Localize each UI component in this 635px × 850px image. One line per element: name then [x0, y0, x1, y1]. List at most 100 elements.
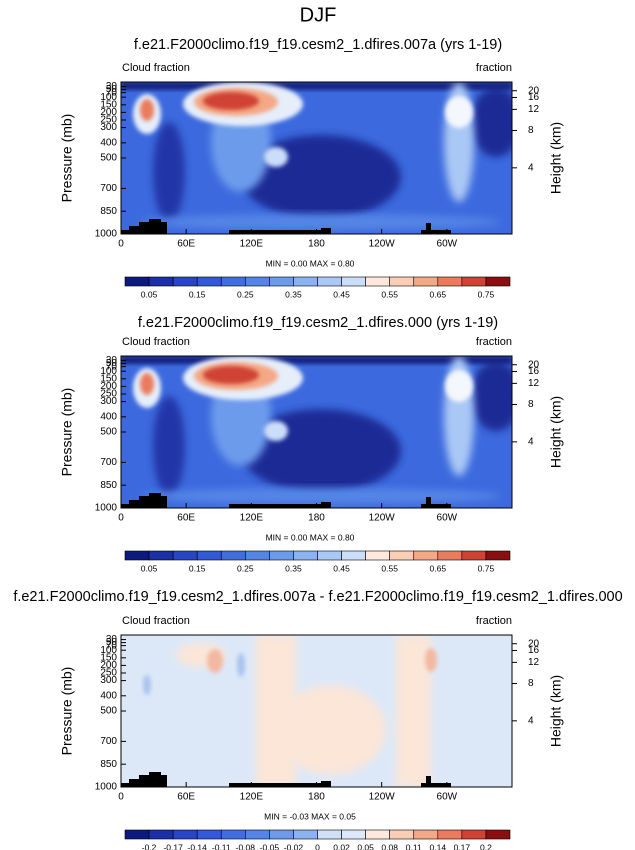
colorbar-box: [341, 829, 366, 840]
colorbar-box: [269, 276, 294, 287]
contour-region: [141, 214, 501, 230]
colorbar-box: [389, 829, 415, 840]
colorbar-box: [413, 276, 439, 287]
y2-tick-label: 4: [528, 436, 534, 447]
y-tick-label: 150: [100, 99, 117, 110]
colorbar-label: 0.45: [333, 563, 350, 573]
y-tick-label: 700: [100, 736, 117, 747]
x-tick-label: 120W: [369, 792, 396, 803]
y-tick-label: 500: [100, 427, 117, 438]
colorbar-label: 0.65: [430, 289, 447, 299]
right-label: fraction: [476, 615, 512, 627]
colorbar-box: [245, 276, 270, 287]
colorbar-box: [124, 829, 150, 840]
left-label: Cloud fraction: [122, 336, 190, 348]
x-tick-label: 0: [118, 513, 124, 524]
left-label: Cloud fraction: [122, 615, 190, 627]
colorbar-label: 0.17: [454, 842, 471, 850]
colorbar-box: [461, 276, 487, 287]
contour-region: [141, 488, 501, 504]
colorbar-box: [317, 550, 342, 561]
right-label: fraction: [476, 336, 512, 348]
colorbar-box: [148, 276, 174, 287]
y-tick-label: 850: [100, 759, 117, 770]
contour-region: [153, 396, 185, 496]
colorbar-box: [413, 829, 439, 840]
y-tick-label: 300: [100, 675, 117, 686]
min-max: MIN = -0.03 MAX = 0.05: [264, 811, 356, 821]
colorbar-box: [437, 550, 463, 561]
colorbar-label: 0.2: [480, 842, 492, 850]
y-tick-label: 1000: [95, 229, 118, 240]
colorbar-label: 0.11: [406, 842, 422, 850]
y-axis-label: Pressure (mb): [59, 388, 75, 477]
colorbar-box: [124, 550, 150, 561]
colorbar-box: [124, 276, 150, 287]
colorbar-label: -0.02: [284, 842, 304, 850]
colorbar-box: [485, 276, 511, 287]
x-tick-label: 60W: [437, 513, 458, 524]
colorbar-label: 0.35: [285, 289, 302, 299]
y-tick-label: 500: [100, 153, 117, 164]
colorbar-box: [461, 550, 487, 561]
y-tick-label: 50: [106, 84, 118, 95]
contour-shapes: [121, 82, 512, 234]
x-tick-label: 60W: [437, 239, 458, 250]
x-tick-label: 180: [308, 513, 325, 524]
x-tick-label: 120W: [369, 513, 396, 524]
colorbar-box: [245, 550, 270, 561]
colorbar-label: -0.14: [188, 842, 208, 850]
colorbar-label: 0: [315, 842, 320, 850]
contour-region: [471, 87, 512, 157]
contour-shapes: [121, 635, 512, 787]
colorbar-label: 0.35: [285, 563, 302, 573]
y-tick-label: 200: [100, 107, 117, 118]
x-tick-label: 120E: [240, 513, 264, 524]
contour-region: [140, 373, 154, 395]
colorbar-box: [148, 829, 174, 840]
y-axis-label: Pressure (mb): [59, 114, 75, 203]
x-tick-label: 60E: [177, 792, 195, 803]
contour-region: [203, 366, 259, 384]
x-tick-label: 180: [308, 239, 325, 250]
contour-region: [153, 122, 185, 222]
y-tick-label: 400: [100, 411, 117, 422]
y2-tick-label: 16: [528, 645, 540, 656]
x-tick-label: 120E: [240, 239, 264, 250]
y-tick-label: 250: [100, 115, 117, 126]
colorbar-box: [389, 550, 415, 561]
colorbar-label: -0.2: [142, 842, 157, 850]
colorbar-label: 0.05: [141, 563, 158, 573]
colorbar-box: [437, 829, 463, 840]
panel-title: f.e21.F2000climo.f19_f19.cesm2_1.dfires.…: [13, 589, 622, 605]
y2-tick-label: 8: [528, 678, 534, 689]
y-tick-label: 1000: [95, 503, 118, 514]
contour-region: [203, 92, 259, 110]
contour-region: [121, 82, 512, 90]
y-tick-label: 850: [100, 206, 117, 217]
y2-tick-label: 12: [528, 104, 540, 115]
colorbar-box: [413, 550, 439, 561]
x-tick-label: 60E: [177, 513, 195, 524]
colorbar-label: 0.25: [237, 563, 254, 573]
min-max: MIN = 0.00 MAX = 0.80: [266, 532, 355, 542]
y2-tick-label: 4: [528, 715, 534, 726]
colorbar-label: 0.14: [430, 842, 447, 850]
y2-tick-label: 12: [528, 378, 540, 389]
colorbar-label: 0.75: [478, 289, 495, 299]
y-tick-label: 300: [100, 396, 117, 407]
contour-region: [143, 675, 151, 695]
topography: [121, 772, 451, 787]
contour-field: [121, 356, 512, 508]
y2-axis-label: Height (km): [548, 396, 564, 468]
y2-tick-label: 20: [528, 359, 540, 370]
figure-title: DJF: [300, 4, 337, 26]
topography: [121, 219, 451, 234]
x-tick-label: 120W: [369, 239, 396, 250]
colorbar-label: 0.75: [478, 563, 495, 573]
contour-region: [140, 99, 154, 121]
x-tick-label: 120E: [240, 792, 264, 803]
right-label: fraction: [476, 62, 512, 74]
panel-title: f.e21.F2000climo.f19_f19.cesm2_1.dfires.…: [138, 315, 498, 331]
